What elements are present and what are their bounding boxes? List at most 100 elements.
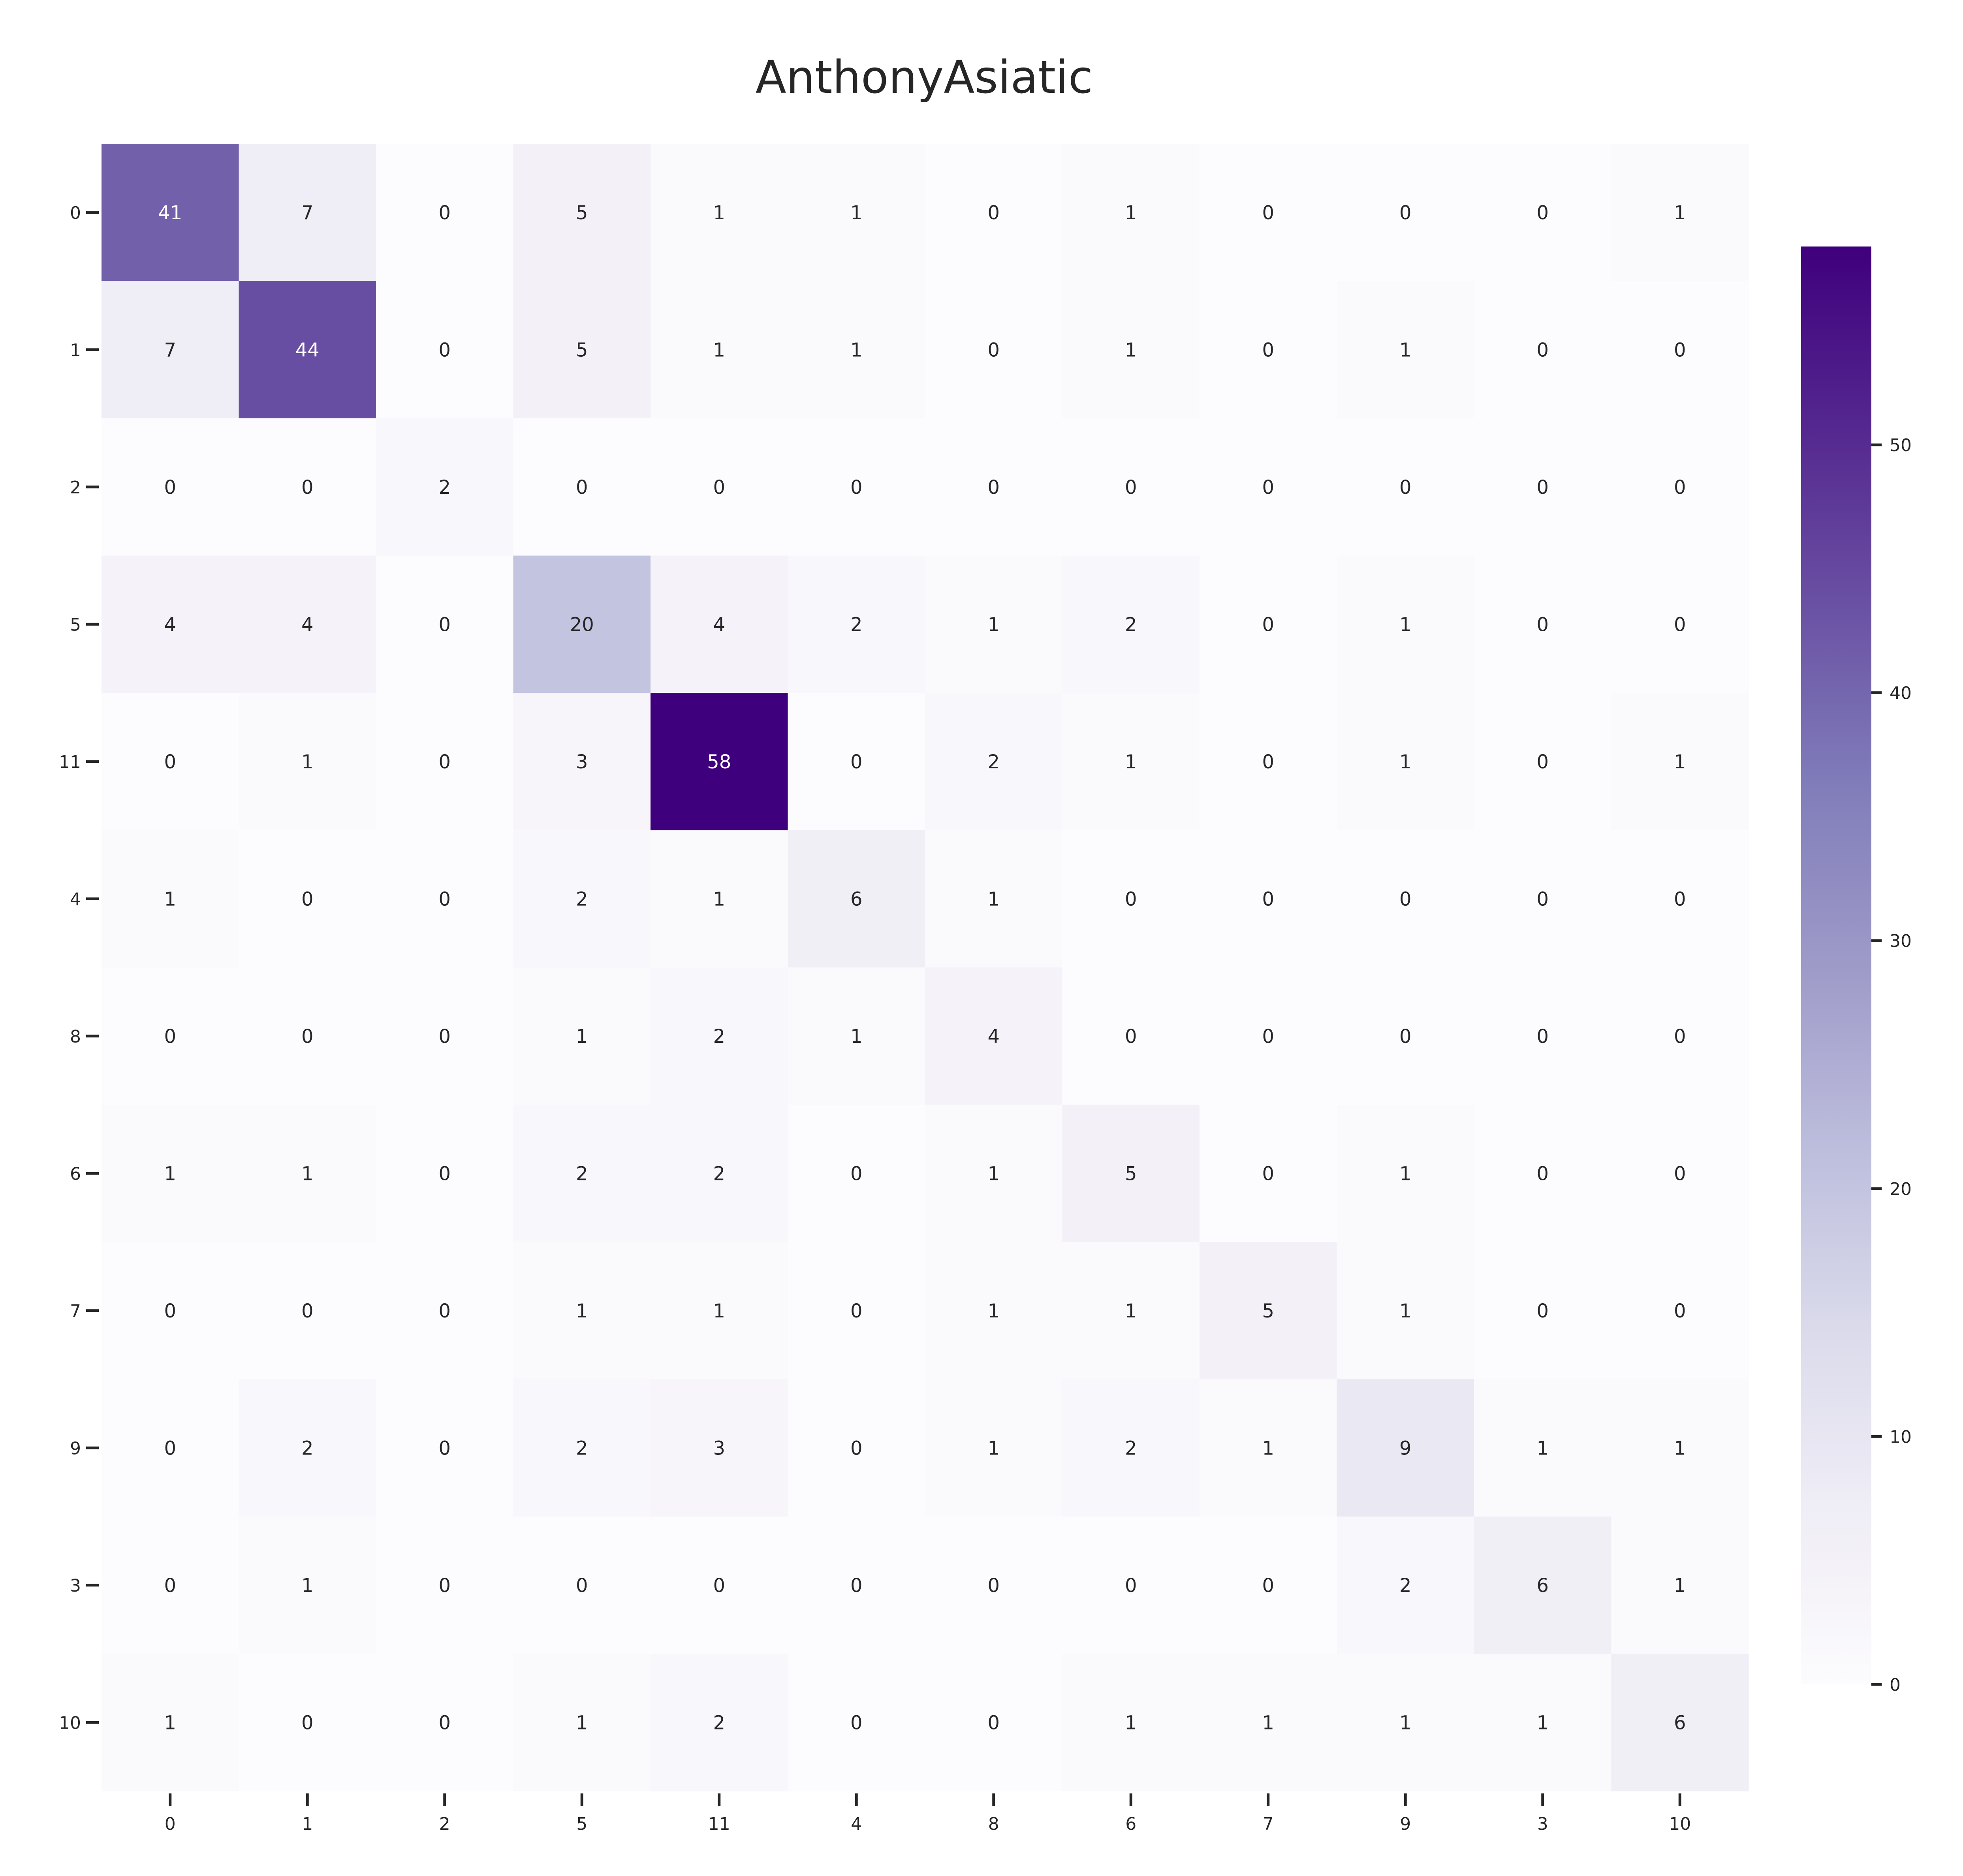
cell-value-label: 1 bbox=[1125, 1712, 1137, 1734]
heatmap-cell bbox=[1062, 144, 1200, 282]
cell-value-label: 1 bbox=[1125, 1300, 1137, 1322]
y-tick-label: 6 bbox=[70, 1164, 81, 1184]
heatmap-cell bbox=[1062, 967, 1200, 1105]
cell-value-label: 2 bbox=[1125, 613, 1137, 636]
cell-value-label: 1 bbox=[1125, 339, 1137, 361]
cell-value-label: 0 bbox=[1262, 476, 1274, 499]
heatmap-cell bbox=[1062, 555, 1200, 693]
cell-value-label: 0 bbox=[850, 1437, 863, 1459]
cell-value-label: 0 bbox=[438, 1575, 451, 1597]
heatmap-cell bbox=[1611, 967, 1749, 1105]
heatmap-cell bbox=[376, 967, 514, 1105]
cell-value-label: 5 bbox=[576, 339, 588, 361]
heatmap-cell bbox=[651, 1654, 788, 1791]
cell-value-label: 1 bbox=[1674, 202, 1686, 224]
cell-value-label: 0 bbox=[850, 1575, 863, 1597]
cell-value-label: 0 bbox=[301, 1712, 314, 1734]
y-tick-label: 0 bbox=[70, 203, 81, 223]
heatmap-cell bbox=[1611, 555, 1749, 693]
heatmap-cell bbox=[1474, 1517, 1612, 1654]
heatmap-cell bbox=[925, 1379, 1063, 1517]
heatmap-cells bbox=[102, 144, 1749, 1791]
cell-value-label: 1 bbox=[576, 1025, 588, 1048]
cell-value-label: 5 bbox=[1125, 1163, 1137, 1185]
heatmap-cell bbox=[925, 1242, 1063, 1380]
heatmap-cell bbox=[651, 830, 788, 968]
cell-value-label: 1 bbox=[850, 202, 863, 224]
heatmap-cell bbox=[1062, 693, 1200, 831]
cell-value-label: 0 bbox=[438, 1712, 451, 1734]
heatmap-cell bbox=[1200, 1654, 1337, 1791]
y-tick-label: 7 bbox=[70, 1301, 81, 1321]
cell-value-label: 2 bbox=[713, 1712, 725, 1734]
cell-value-label: 7 bbox=[301, 202, 314, 224]
cell-value-label: 1 bbox=[1125, 751, 1137, 773]
heatmap-cell bbox=[376, 144, 514, 282]
heatmap-cell bbox=[1474, 1105, 1612, 1242]
heatmap-cell bbox=[788, 1517, 925, 1654]
cell-value-label: 1 bbox=[850, 339, 863, 361]
chart-title: AnthonyAsiatic bbox=[756, 51, 1093, 103]
heatmap-cell bbox=[1062, 418, 1200, 556]
cell-value-label: 0 bbox=[438, 339, 451, 361]
heatmap-cell bbox=[239, 1654, 376, 1791]
heatmap-cell bbox=[239, 967, 376, 1105]
heatmap-cell bbox=[788, 1242, 925, 1380]
cell-value-label: 0 bbox=[438, 1437, 451, 1459]
heatmap-cell bbox=[651, 281, 788, 419]
cell-value-label: 0 bbox=[438, 202, 451, 224]
cell-value-label: 0 bbox=[1536, 202, 1549, 224]
heatmap-cell bbox=[788, 418, 925, 556]
cell-value-label: 0 bbox=[164, 1437, 176, 1459]
cell-value-label: 5 bbox=[1262, 1300, 1274, 1322]
heatmap-cell bbox=[925, 830, 1063, 968]
x-tick-label: 4 bbox=[851, 1814, 862, 1834]
heatmap-cell bbox=[1337, 693, 1474, 831]
heatmap-cell bbox=[239, 693, 376, 831]
cell-value-label: 0 bbox=[1674, 1025, 1686, 1048]
y-tick-label: 8 bbox=[70, 1027, 81, 1047]
cell-value-label: 0 bbox=[850, 1712, 863, 1734]
cell-value-label: 3 bbox=[576, 751, 588, 773]
cell-value-label: 58 bbox=[707, 751, 731, 773]
heatmap-cell bbox=[788, 1379, 925, 1517]
cell-value-label: 1 bbox=[987, 1437, 1000, 1459]
cell-value-label: 41 bbox=[158, 202, 182, 224]
cell-value-label: 0 bbox=[1399, 202, 1412, 224]
heatmap-cell bbox=[1337, 830, 1474, 968]
heatmap-cell bbox=[239, 1379, 376, 1517]
y-tick-label: 11 bbox=[59, 752, 81, 772]
colorbar-tick-label: 30 bbox=[1890, 931, 1912, 951]
x-tick-label: 3 bbox=[1537, 1814, 1548, 1834]
heatmap-cell bbox=[513, 1517, 651, 1654]
y-axis: 0 1 2 5 11 4 8 6 7 9 3 10 bbox=[59, 203, 99, 1733]
heatmap-cell bbox=[239, 1105, 376, 1242]
heatmap-cell bbox=[788, 967, 925, 1105]
heatmap-cell bbox=[1337, 1379, 1474, 1517]
heatmap-cell bbox=[102, 1517, 239, 1654]
heatmap-cell-labels: 41 7 0 5 1 1 0 1 0 0 0 17 44 0 5 1 1 0 1 0 1 0 00 0 2 0 0 0 0 0 0 0 0 04 4… bbox=[158, 202, 1686, 1734]
heatmap-cell bbox=[1337, 281, 1474, 419]
heatmap-cell bbox=[1611, 1105, 1749, 1242]
cell-value-label: 1 bbox=[576, 1300, 588, 1322]
cell-value-label: 1 bbox=[713, 339, 725, 361]
cell-value-label: 0 bbox=[987, 476, 1000, 499]
cell-value-label: 1 bbox=[1125, 202, 1137, 224]
cell-value-label: 44 bbox=[295, 339, 320, 361]
heatmap-cell bbox=[102, 1105, 239, 1242]
cell-value-label: 1 bbox=[1399, 339, 1412, 361]
cell-value-label: 1 bbox=[1399, 751, 1412, 773]
heatmap-cell bbox=[376, 693, 514, 831]
heatmap-cell bbox=[925, 418, 1063, 556]
heatmap-cell bbox=[925, 1517, 1063, 1654]
x-tick-label: 10 bbox=[1669, 1814, 1691, 1834]
cell-value-label: 1 bbox=[987, 1163, 1000, 1185]
heatmap-cell bbox=[1474, 693, 1612, 831]
cell-value-label: 0 bbox=[576, 1575, 588, 1597]
cell-value-label: 0 bbox=[1125, 1025, 1137, 1048]
cell-value-label: 0 bbox=[301, 476, 314, 499]
cell-value-label: 0 bbox=[850, 1300, 863, 1322]
cell-value-label: 0 bbox=[1536, 751, 1549, 773]
cell-value-label: 1 bbox=[850, 1025, 863, 1048]
cell-value-label: 6 bbox=[1536, 1575, 1549, 1597]
